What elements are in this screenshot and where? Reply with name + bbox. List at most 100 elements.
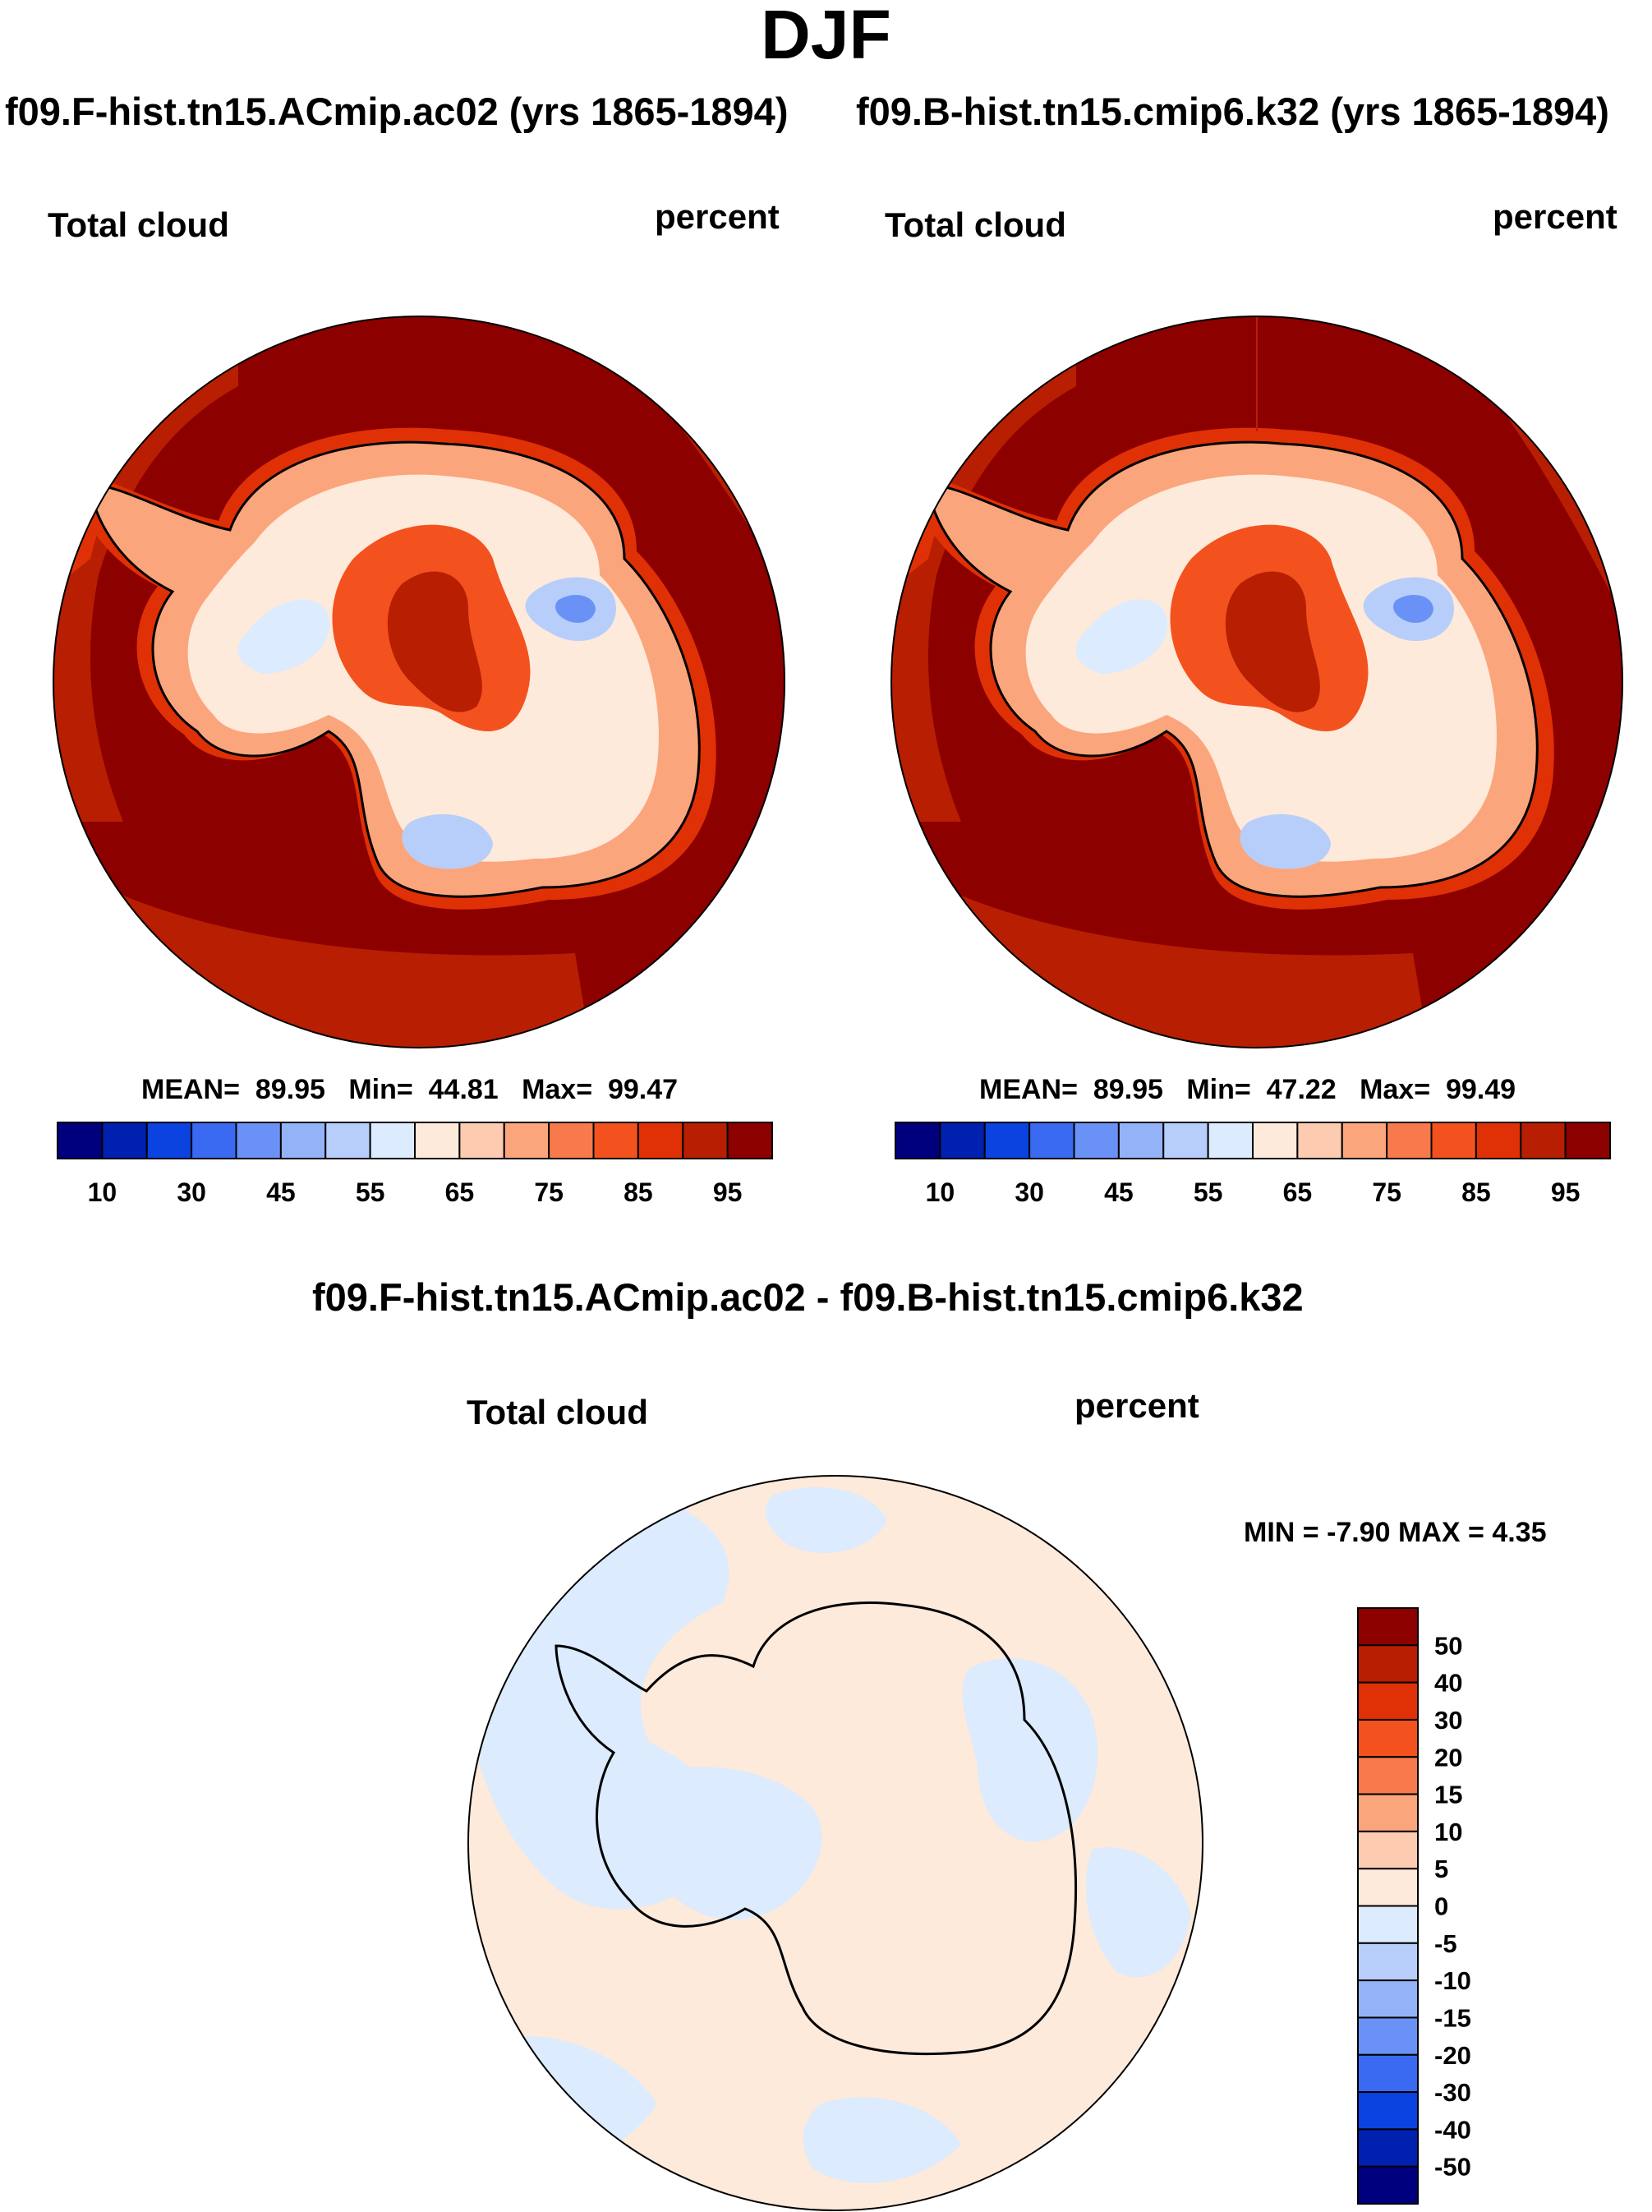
panel-3-colorbar-box <box>1357 2091 1419 2131</box>
panel-2-colorbar-box <box>1520 1122 1567 1159</box>
panel-3-colorbar-box <box>1357 2016 1419 2056</box>
panel-1-low-region-west <box>237 599 330 674</box>
panel-1-max: 99.47 <box>607 1074 679 1105</box>
panel-2-colorbar-box <box>1252 1122 1299 1159</box>
panel-1-colorbar: 10 30 45 55 65 75 85 95 <box>57 1122 773 1207</box>
panel-2-low-region-south <box>1240 813 1331 869</box>
panel-2-colorbar-box <box>983 1122 1031 1159</box>
panel-2-units: percent <box>1493 197 1617 236</box>
panel-1-low-region-south <box>402 813 493 869</box>
panel-1-colorbar-box <box>369 1122 416 1159</box>
panel-2-map-border <box>890 316 1623 1048</box>
panel-2-colorbar-tick-label: 65 <box>1283 1177 1313 1207</box>
panel-1-interior-max <box>387 571 482 712</box>
panel-3-colorbar-box <box>1357 1979 1419 2019</box>
panel-1-colorbar-box <box>726 1122 773 1159</box>
panel-1-colorbar-box <box>503 1122 550 1159</box>
panel-2-colorbar-box <box>1162 1122 1209 1159</box>
panel-2-colorbar-box <box>1430 1122 1477 1159</box>
panel-3-colorbar-tick-label: 15 <box>1434 1781 1462 1809</box>
panel-3-variable: Total cloud <box>467 1393 648 1431</box>
panel-1-mean-label: MEAN= <box>141 1074 240 1105</box>
panel-3-colorbar-box <box>1357 2165 1419 2205</box>
panel-3-colorbar-tick-label: -5 <box>1434 1929 1457 1958</box>
panel-2-stats: MEAN= 89.95 Min= 47.22 Max= 99.49 <box>979 1076 1516 1104</box>
panel-1-low-core-east <box>555 594 596 623</box>
panel-2-colorbar-box <box>1117 1122 1165 1159</box>
panel-3-colorbar-tick-label: 30 <box>1434 1706 1462 1735</box>
panel-3-colorbar-tick-label: 5 <box>1434 1855 1448 1883</box>
panel-1-max-label: Max= <box>522 1074 593 1105</box>
panel-1-colorbar-box <box>592 1122 639 1159</box>
panel-2-colorbar-box <box>1386 1122 1433 1159</box>
panel-2-max: 99.49 <box>1445 1074 1516 1105</box>
figure-title: DJF <box>761 0 891 73</box>
panel-2-colorbar-box <box>939 1122 986 1159</box>
panel-1-coastline <box>89 440 701 898</box>
panel-3-negative-north <box>765 1487 887 1553</box>
panel-1-colorbar-box <box>682 1122 729 1159</box>
panel-1-colorbar-tick-label: 55 <box>356 1177 385 1207</box>
panel-2-colorbar-tick-label: 95 <box>1551 1177 1581 1207</box>
panel-2-colorbar-tick-label: 45 <box>1104 1177 1134 1207</box>
panel-1-colorbar-box <box>324 1122 371 1159</box>
panel-3-colorbar-tick-label: 50 <box>1434 1631 1462 1660</box>
panel-1-colorbar-tick-label: 65 <box>445 1177 475 1207</box>
panel-3-colorbar-box <box>1357 2128 1419 2168</box>
panel-1-min: 44.81 <box>428 1074 499 1105</box>
panel-3-colorbar-box <box>1357 1644 1419 1684</box>
panel-1-colorbar-tick-label: 10 <box>88 1177 117 1207</box>
panel-3-coastline <box>555 1601 1077 2056</box>
panel-2-title: f09.B-hist.tn15.cmip6.k32 (yrs 1865-1894… <box>856 90 1609 133</box>
panel-3-colorbar-tick-label: -30 <box>1434 2078 1471 2107</box>
panel-1-mean: 89.95 <box>255 1074 325 1105</box>
panel-3-colorbar-box <box>1357 1793 1419 1832</box>
panel-2-variable: Total cloud <box>885 205 1066 244</box>
panel-1-stats: MEAN= 89.95 Min= 44.81 Max= 99.47 <box>141 1076 678 1104</box>
panel-1-colorbar-box <box>414 1122 461 1159</box>
panel-3-colorbar-tick-label: 20 <box>1434 1743 1462 1772</box>
panel-3-colorbar-box <box>1357 1756 1419 1795</box>
panel-1-variable: Total cloud <box>48 205 229 244</box>
panel-2-colorbar-box <box>1564 1122 1611 1159</box>
panel-2-low-core-east <box>1393 594 1433 623</box>
panel-2-colorbar-tick-label: 55 <box>1194 1177 1223 1207</box>
panel-2-map <box>890 316 1623 1048</box>
panel-3-negative-center <box>632 1767 822 1920</box>
panel-3-units: percent <box>1074 1386 1199 1425</box>
panel-1-colorbar-tick-label: 95 <box>713 1177 743 1207</box>
panel-1-colorbar-tick-label: 45 <box>266 1177 296 1207</box>
panel-1-colorbar-tick-label: 75 <box>534 1177 564 1207</box>
panel-2-min: 47.22 <box>1266 1074 1337 1105</box>
panel-1-colorbar-box <box>458 1122 505 1159</box>
panel-3-colorbar-tick-label: -10 <box>1434 1966 1471 1995</box>
panel-3-title: f09.F-hist.tn15.ACmip.ac02 - f09.B-hist.… <box>312 1275 1304 1319</box>
panel-2-colorbar-tick-label: 85 <box>1461 1177 1491 1207</box>
panel-3-colorbar-box <box>1357 1681 1419 1721</box>
panel-2-coastline <box>927 440 1539 898</box>
panel-2-colorbar-box <box>895 1122 941 1159</box>
panel-2-colorbar-box <box>1073 1122 1120 1159</box>
panel-1-colorbar-box <box>57 1122 104 1159</box>
panel-2-colorbar-tick-label: 30 <box>1015 1177 1044 1207</box>
panel-3-map <box>467 1475 1203 2211</box>
panel-2-colorbar-box <box>1207 1122 1254 1159</box>
panel-3-colorbar-box <box>1357 1830 1419 1870</box>
panel-3-colorbar-tick-label: -40 <box>1434 2115 1471 2144</box>
panel-3-colorbar-box <box>1357 2053 1419 2094</box>
panel-2-colorbar-box <box>1475 1122 1522 1159</box>
panel-3-colorbar-box <box>1357 1607 1419 1647</box>
panel-1-colorbar-tick-label: 85 <box>624 1177 653 1207</box>
panel-1-units: percent <box>655 197 780 236</box>
panel-3-colorbar-tick-label: 10 <box>1434 1818 1462 1846</box>
panel-2-colorbar-tick-label: 75 <box>1372 1177 1401 1207</box>
panel-1-min-label: Min= <box>348 1074 413 1105</box>
panel-1-colorbar-box <box>191 1122 237 1159</box>
panel-3-colorbar-tick-label: 40 <box>1434 1669 1462 1698</box>
panel-2-mean-label: MEAN= <box>979 1074 1078 1105</box>
panel-3-colorbar-box <box>1357 1868 1419 1907</box>
panel-1-colorbar-box <box>279 1122 327 1159</box>
panel-3-stats: MIN = -7.90 MAX = 4.35 <box>1244 1517 1547 1548</box>
panel-1-map <box>53 316 785 1048</box>
